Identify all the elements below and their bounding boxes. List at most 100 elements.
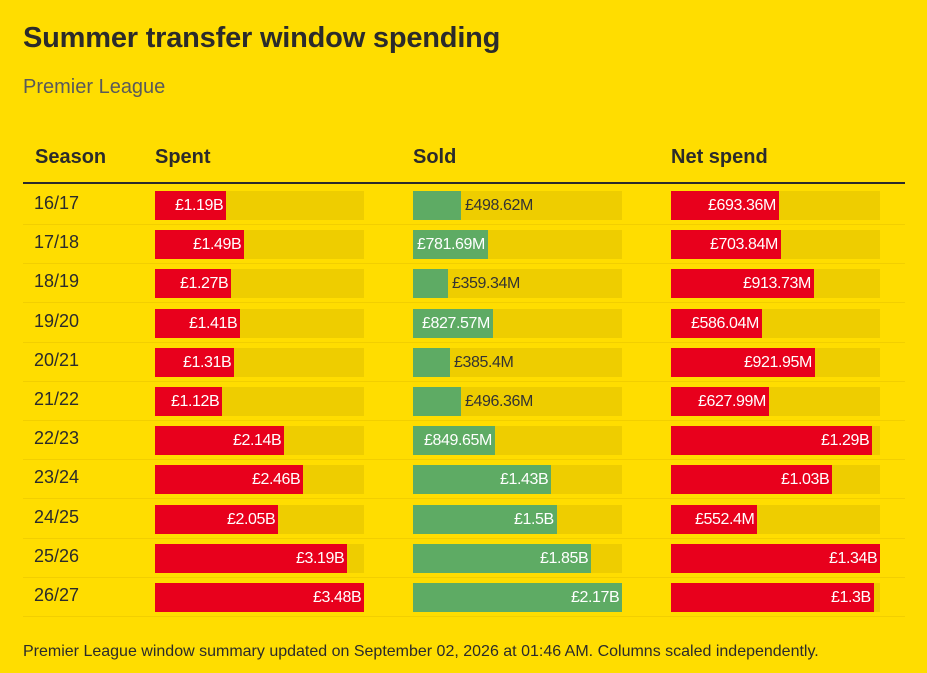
sold-bar	[413, 269, 448, 299]
sold-bar	[413, 465, 551, 495]
spent-value-label: £2.46B	[252, 471, 301, 489]
spent-track: £1.19B	[155, 191, 364, 220]
sold-track: £1.43B	[413, 465, 622, 495]
sold-value-label: £496.36M	[465, 393, 533, 410]
spent-bar	[155, 426, 284, 456]
spent-track: £1.49B	[155, 230, 364, 260]
sold-bar	[413, 230, 488, 260]
net-spend-value-label: £1.29B	[821, 432, 870, 450]
net-spend-track: £921.95M	[671, 347, 880, 377]
net-spend-bar	[671, 230, 781, 260]
sold-track: £827.57M	[413, 308, 622, 338]
net-spend-bar	[671, 191, 779, 220]
net-spend-value-label: £552.4M	[695, 510, 755, 528]
net-spend-value-label: £913.73M	[743, 275, 811, 293]
season-label: 24/25	[34, 506, 80, 527]
sold-value-label: £1.5B	[514, 510, 554, 528]
spent-track: £1.12B	[155, 387, 364, 416]
spent-value-label: £3.48B	[313, 589, 362, 606]
net-spend-value-label: £703.84M	[710, 236, 778, 254]
spent-track: £1.31B	[155, 347, 364, 377]
net-spend-track: £1.29B	[671, 426, 880, 456]
sold-value-label: £359.34M	[452, 275, 520, 293]
spent-bar	[155, 465, 303, 495]
spent-track: £3.48B	[155, 583, 364, 612]
net-spend-track: £586.04M	[671, 308, 880, 338]
sold-track: £2.17B	[413, 583, 622, 612]
net-spend-bar	[671, 504, 757, 534]
spent-value-label: £1.41B	[189, 314, 238, 332]
sold-bar	[413, 426, 495, 456]
net-spend-bar	[671, 308, 762, 338]
sold-value-label: £849.65M	[424, 432, 492, 450]
season-label: 23/24	[34, 467, 80, 488]
net-spend-value-label: £627.99M	[698, 393, 766, 410]
spent-value-label: £1.31B	[183, 353, 232, 371]
net-spend-track: £552.4M	[671, 504, 880, 534]
net-spend-bar	[671, 543, 880, 573]
table-row: 18/19 £1.27B £359.34M £913.73M	[23, 263, 905, 304]
sold-bar	[413, 504, 557, 534]
table-row: 16/17 £1.19B £498.62M £693.36M	[23, 185, 905, 225]
sold-value-label: £1.43B	[500, 471, 549, 489]
sold-value-label: £385.4M	[454, 353, 514, 371]
season-label: 22/23	[34, 428, 80, 449]
net-spend-track: £913.73M	[671, 269, 880, 299]
net-spend-value-label: £693.36M	[708, 197, 776, 214]
spent-value-label: £2.14B	[233, 432, 282, 450]
net-spend-value-label: £1.03B	[781, 471, 830, 489]
sold-bar	[413, 347, 450, 377]
spent-track: £2.14B	[155, 426, 364, 456]
spent-bar	[155, 504, 278, 534]
net-spend-value-label: £586.04M	[691, 314, 759, 332]
spent-bar	[155, 308, 240, 338]
sold-bar	[413, 191, 461, 220]
spent-bar	[155, 583, 364, 612]
season-label: 17/18	[34, 232, 80, 253]
sold-track: £385.4M	[413, 347, 622, 377]
spent-track: £1.41B	[155, 308, 364, 338]
net-spend-bar	[671, 347, 815, 377]
net-spend-track: £1.34B	[671, 543, 880, 573]
table-row: 24/25 £2.05B £1.5B £552.4M	[23, 499, 905, 539]
chart-subtitle: Premier League	[23, 76, 166, 98]
sold-bar	[413, 543, 591, 573]
spent-value-label: £1.27B	[180, 275, 229, 293]
sold-value-label: £2.17B	[571, 589, 620, 606]
sold-bar	[413, 583, 622, 612]
spent-track: £1.27B	[155, 269, 364, 299]
season-label: 25/26	[34, 545, 80, 566]
table-row: 19/20 £1.41B £827.57M £586.04M	[23, 303, 905, 343]
sold-value-label: £827.57M	[422, 314, 490, 332]
header-rule	[23, 182, 905, 184]
net-spend-track: £703.84M	[671, 230, 880, 260]
sold-track: £359.34M	[413, 269, 622, 299]
sold-bar	[413, 308, 493, 338]
season-label: 21/22	[34, 389, 80, 409]
spent-bar	[155, 347, 234, 377]
spent-value-label: £1.12B	[171, 393, 220, 410]
sold-track: £1.5B	[413, 504, 622, 534]
table-row: 23/24 £2.46B £1.43B £1.03B	[23, 459, 905, 500]
sold-value-label: £498.62M	[465, 197, 533, 214]
season-label: 18/19	[34, 271, 80, 292]
sold-column-header: Sold	[413, 146, 457, 168]
net-spend-bar	[671, 269, 814, 299]
season-column-header: Season	[35, 146, 107, 168]
season-label: 19/20	[34, 310, 80, 331]
net-spend-column-header: Net spend	[671, 146, 768, 168]
spent-value-label: £1.19B	[175, 197, 224, 214]
sold-track: £496.36M	[413, 387, 622, 416]
sold-value-label: £1.85B	[540, 549, 589, 567]
net-spend-value-label: £1.34B	[829, 549, 878, 567]
season-label: 20/21	[34, 349, 80, 370]
spent-column-header: Spent	[155, 146, 211, 168]
table-row: 21/22 £1.12B £496.36M £627.99M	[23, 381, 905, 421]
net-spend-track: £1.03B	[671, 465, 880, 495]
net-spend-value-label: £1.3B	[831, 589, 871, 606]
sold-track: £781.69M	[413, 230, 622, 260]
spent-value-label: £2.05B	[227, 510, 276, 528]
net-spend-value-label: £921.95M	[744, 353, 812, 371]
spent-bar	[155, 269, 231, 299]
season-label: 26/27	[34, 585, 80, 605]
